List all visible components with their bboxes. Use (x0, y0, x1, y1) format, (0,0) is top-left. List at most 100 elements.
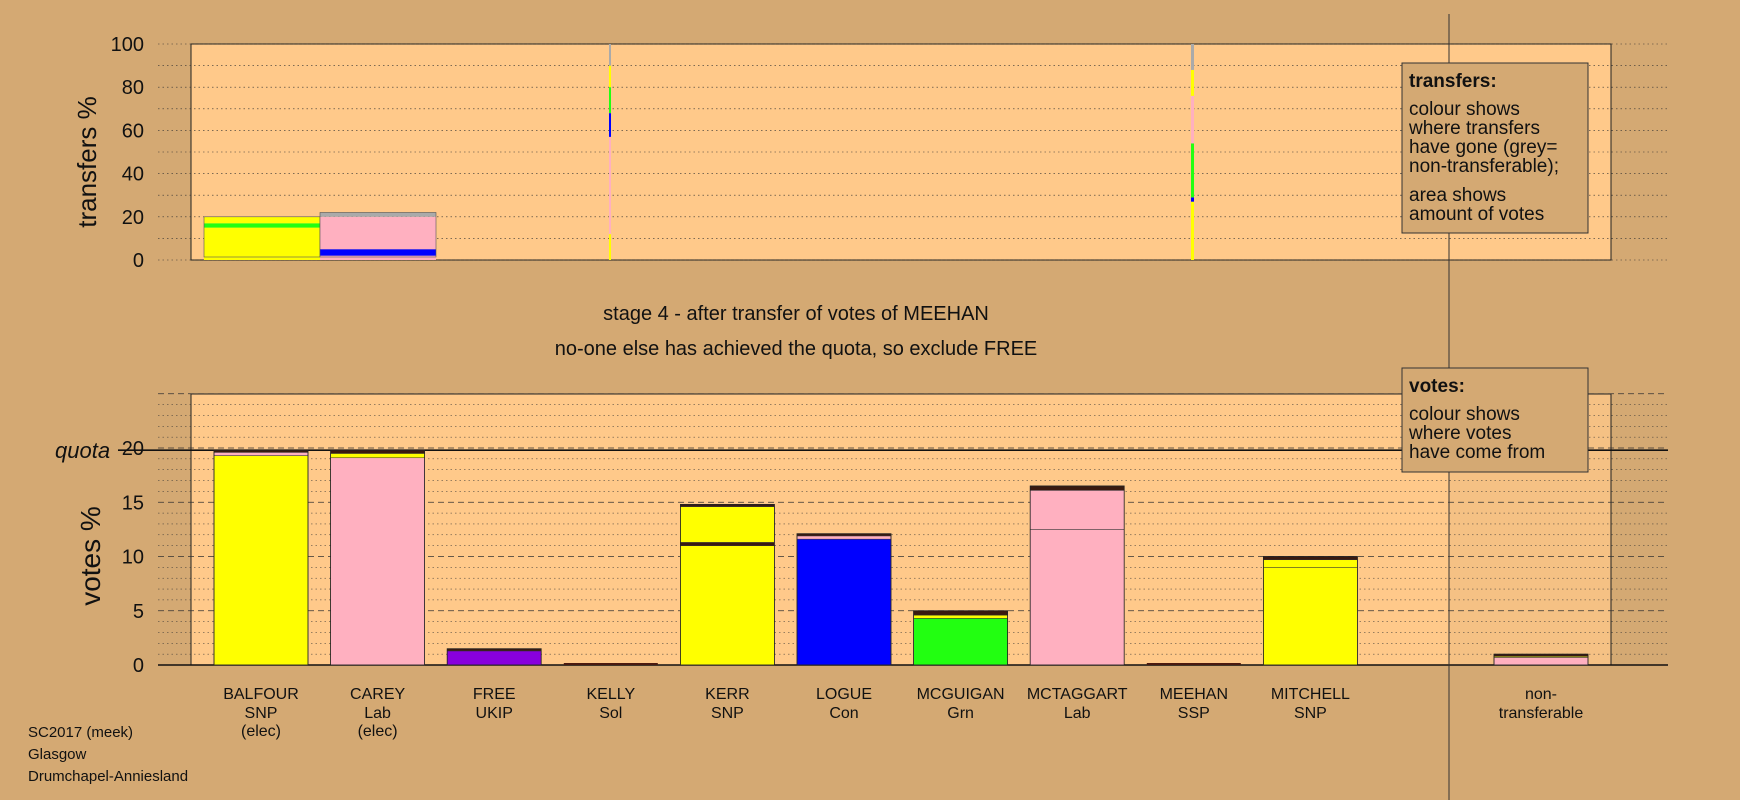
vote-bar-outline (1493, 653, 1589, 666)
transfer-segment (609, 136, 611, 235)
transfers-tick-label: 60 (122, 120, 144, 142)
footer-ward: Drumchapel-Anniesland (28, 768, 188, 785)
vote-bar-outline (1029, 485, 1125, 666)
transfers-legend-line: where transfers (1408, 118, 1540, 139)
transfer-segment (1191, 44, 1194, 70)
vote-bar-outline (446, 648, 542, 666)
vote-bar-outline (1263, 556, 1358, 666)
candidate-name: FREE (473, 686, 516, 703)
votes-tick-labels: 0 5 10 15 20 (122, 438, 144, 677)
transfer-bar-outline (319, 212, 437, 258)
transfer-segment (609, 65, 611, 88)
nontransferable-label: non- (1525, 686, 1557, 703)
votes-tick-label: 0 (133, 655, 144, 677)
votes-legend-box (1401, 367, 1589, 473)
transfers-legend: transfers: colour shows where transfers … (1401, 62, 1589, 234)
votes-legend-line: colour shows (1409, 404, 1520, 425)
transfer-segment (320, 255, 436, 260)
vote-segment (1029, 490, 1125, 530)
transfer-segment (1191, 143, 1194, 198)
vote-segment (680, 542, 775, 546)
transfer-segment (1191, 201, 1194, 260)
votes-plot-area (190, 393, 1612, 666)
nontransferable-label: transferable (1499, 705, 1584, 722)
candidate-party: SNP (1294, 705, 1327, 722)
transfer-segment (1191, 69, 1194, 96)
stage-headline: stage 4 - after transfer of votes of MEE… (603, 303, 989, 325)
candidate-party: Lab (364, 705, 391, 722)
vote-segment (913, 610, 1008, 616)
votes-legend: votes: colour shows where votes have com… (1401, 367, 1589, 473)
vote-segment (796, 535, 892, 540)
vote-segment (1029, 485, 1125, 491)
vote-bar-balfour (213, 449, 309, 666)
transfers-legend-line: area shows (1409, 185, 1506, 206)
vote-bar-outline (680, 504, 775, 666)
vote-bar-carey (330, 449, 426, 666)
transfer-segment (609, 113, 611, 137)
transfers-legend-line: have gone (grey= (1409, 137, 1557, 158)
transfer-segment (204, 216, 320, 224)
candidate-name: BALFOUR (223, 686, 299, 703)
vote-segment (796, 538, 892, 666)
candidate-status: (elec) (358, 723, 398, 740)
candidate-name: KELLY (586, 686, 635, 703)
candidate-party: Lab (1064, 705, 1091, 722)
transfer-segment (204, 223, 320, 228)
vote-bar-kerr (680, 504, 775, 666)
transfer-segment (609, 87, 611, 114)
transfer-segment (320, 212, 436, 217)
transfers-bars (203, 44, 1194, 260)
transfers-legend-line: non-transferable); (1409, 156, 1559, 177)
candidate-party: UKIP (476, 705, 513, 722)
votes-tick-label: 5 (133, 601, 144, 623)
transfer-segment (1191, 95, 1194, 144)
vote-bar-mcguigan (913, 610, 1008, 666)
vote-bar-outline (213, 449, 309, 666)
vote-segment (1029, 529, 1125, 666)
transfer-segment (609, 234, 611, 260)
vote-segment (913, 614, 1008, 619)
vote-bar-mctaggart (1029, 485, 1125, 666)
transfer-segment (320, 216, 436, 250)
vote-bar-outline (796, 533, 892, 666)
votes-legend-line: where votes (1408, 423, 1511, 444)
votes-bars (213, 449, 1589, 666)
transfers-tick-labels: 0 20 40 60 80 100 (111, 34, 144, 272)
transfers-axis-label: transfers % (72, 96, 102, 228)
vote-bar-outline (913, 610, 1008, 666)
candidate-name: KERR (705, 686, 749, 703)
footer-election: SC2017 (meek) (28, 724, 133, 741)
transfers-legend-line: amount of votes (1409, 204, 1544, 225)
vote-bar-nontransferable (1493, 653, 1589, 666)
votes-legend-line: have come from (1409, 442, 1545, 463)
candidate-party: SNP (245, 705, 278, 722)
candidate-party: SSP (1178, 705, 1210, 722)
transfer-bar-kelly (609, 44, 611, 260)
vote-segment (1263, 556, 1358, 561)
transfers-tick-label: 0 (133, 250, 144, 272)
votes-axis-label: votes % (75, 506, 106, 606)
vote-segment (213, 452, 309, 456)
vote-segment (213, 455, 309, 666)
candidate-status: (elec) (241, 723, 281, 740)
stage-subheadline: no-one else has achieved the quota, so e… (555, 338, 1038, 360)
vote-segment (330, 457, 425, 666)
transfers-tick-label: 40 (122, 164, 144, 186)
candidate-name: MEEHAN (1160, 686, 1228, 703)
transfer-bar-meehan (1191, 44, 1194, 260)
candidate-party: SNP (711, 705, 744, 722)
candidate-party: Grn (947, 705, 974, 722)
transfer-bar-carey (319, 212, 437, 260)
candidate-labels: BALFOURSNP(elec)CAREYLab(elec)FREEUKIPKE… (223, 686, 1583, 740)
transfers-tick-label: 80 (122, 77, 144, 99)
vote-segment (330, 453, 425, 459)
vote-bar-mitchell (1263, 556, 1358, 666)
vote-bar-logue (796, 533, 892, 666)
transfers-tick-label: 100 (111, 34, 144, 56)
transfer-segment (609, 44, 611, 66)
votes-tick-label: 10 (122, 547, 144, 569)
vote-segment (1493, 657, 1589, 666)
quota-label: quota (55, 438, 110, 463)
